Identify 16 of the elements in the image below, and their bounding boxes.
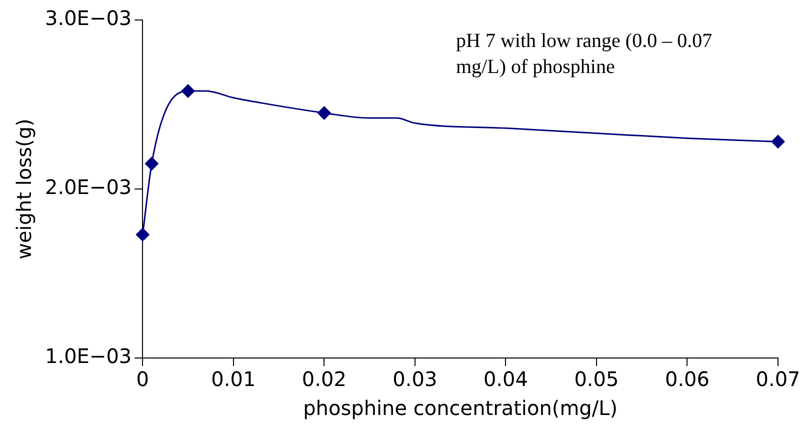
y-tick-label: 1.0E−03	[44, 344, 132, 368]
y-tick-label: 2.0E−03	[44, 175, 132, 200]
x-tick-label: 0.01	[211, 367, 256, 392]
x-tick-label: 0.05	[574, 367, 619, 392]
x-axis-title: phosphine concentration(mg/L)	[303, 396, 618, 420]
x-tick-label: 0	[136, 367, 150, 392]
x-tick-label: 0.07	[756, 367, 800, 392]
y-axis-title: weight loss(g)	[12, 118, 36, 260]
point	[771, 134, 785, 149]
x-tick-label: 0.02	[302, 367, 346, 392]
annotation: pH 7 with low range (0.0 – 0.07 mg/L) of phosphine	[456, 29, 714, 80]
x-tick-label: 0.04	[483, 367, 528, 392]
x-tick-label: 0.03	[392, 367, 438, 392]
point	[136, 228, 150, 242]
x-tick-label: 0.06	[664, 367, 710, 392]
y-tick-label: 3.0E−03	[44, 6, 132, 30]
